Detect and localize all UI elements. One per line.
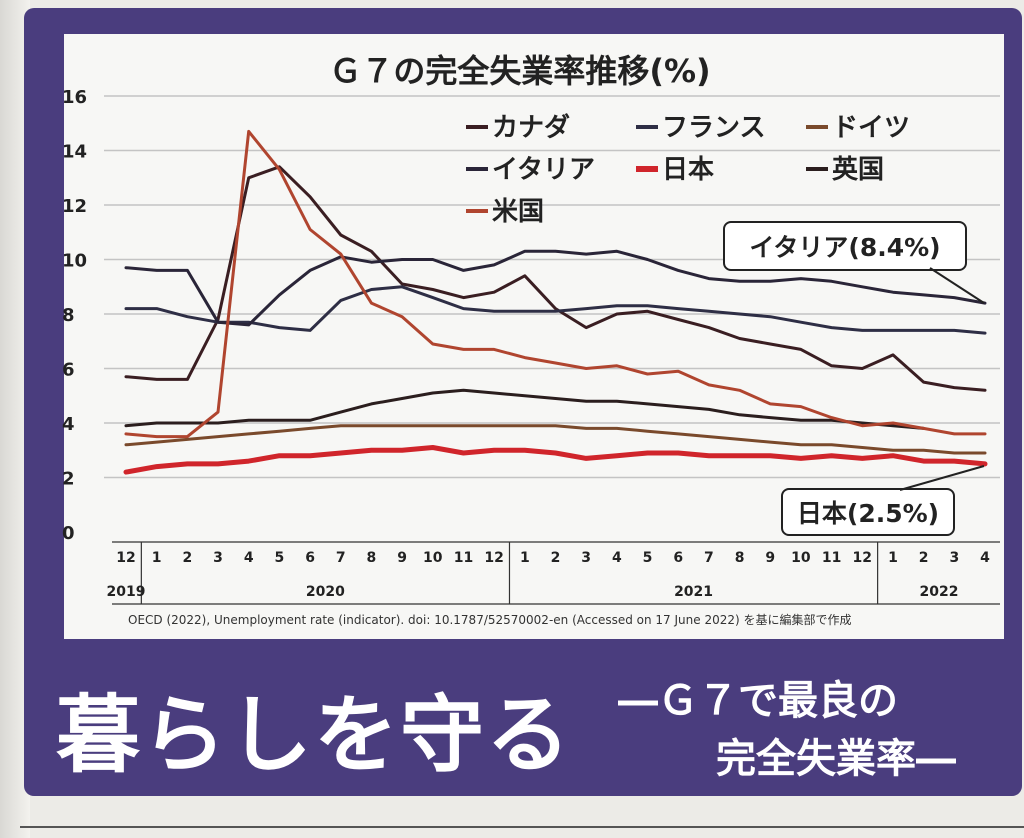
x-tick-label: 8 (735, 550, 745, 566)
headline: 暮らしを守る (56, 686, 573, 784)
x-tick-label: 12 (116, 550, 135, 566)
year-label: 2022 (919, 584, 958, 600)
legend-label: フランス (662, 113, 765, 143)
x-tick-label: 2 (919, 550, 929, 566)
annotation-japan-label: 日本(2.5%) (797, 499, 939, 528)
legend-label: 英国 (832, 155, 884, 185)
y-tick-label: 10 (62, 251, 87, 272)
chart-title: Ｇ７の完全失業率推移(%) (329, 52, 710, 90)
x-tick-label: 2 (182, 550, 192, 566)
annotation-italy: イタリア(8.4%) (723, 221, 985, 304)
grid-lines (104, 95, 1000, 479)
y-tick-label: 2 (62, 469, 75, 490)
series-line-6 (124, 129, 987, 439)
bottom-rule (20, 826, 1024, 828)
x-tick-label: 3 (581, 550, 591, 566)
x-tick-label: 5 (643, 550, 653, 566)
chart-card (64, 34, 1004, 639)
y-tick-label: 6 (62, 360, 75, 381)
x-tick-label: 12 (484, 550, 503, 566)
subheadline-line1: ―Ｇ７で最良の (618, 678, 898, 724)
series-line-1 (124, 285, 987, 335)
year-label: 2019 (107, 584, 146, 600)
legend-label: イタリア (492, 155, 595, 185)
year-label: 2020 (306, 584, 345, 600)
x-tick-label: 11 (454, 550, 473, 566)
x-tick-label: 7 (336, 550, 346, 566)
x-tick-label: 1 (520, 550, 530, 566)
legend-label: 日本 (662, 155, 714, 185)
series-line-5 (124, 388, 926, 430)
x-tick-label: 1 (888, 550, 898, 566)
y-tick-label: 14 (62, 142, 87, 163)
series-lines (123, 129, 988, 475)
annotation-japan-pointer (899, 465, 985, 491)
annotation-italy-label: イタリア(8.4%) (749, 233, 940, 262)
annotation-japan-box (781, 488, 955, 536)
x-tick-label: 6 (305, 550, 315, 566)
x-tick-label: 4 (244, 550, 254, 566)
annotation-italy-box (723, 221, 967, 271)
x-axis: 12 1 2 3 4 5 6 7 8 9 10 11 12 1 2 3 4 5 6 7 8 9 10 11 12 1 2 3 42019… (107, 541, 1000, 605)
legend-label: ドイツ (832, 113, 910, 143)
x-tick-label: 3 (949, 550, 959, 566)
x-tick-label: 3 (213, 550, 223, 566)
source-note: OECD (2022), Unemployment rate (indicato… (128, 612, 851, 627)
x-tick-label: 10 (423, 550, 443, 566)
y-axis-ticks: 16 14 12 10 8 6 4 2 0 (62, 87, 87, 544)
x-tick-label: 1 (152, 550, 162, 566)
series-line-3 (124, 249, 987, 327)
x-tick-label: 9 (397, 550, 407, 566)
y-tick-label: 8 (62, 305, 75, 326)
series-line-4 (123, 445, 988, 475)
x-tick-label: 8 (367, 550, 377, 566)
y-tick-label: 16 (62, 87, 87, 108)
subheadline-line2: 完全失業率― (716, 736, 956, 782)
legend-label: 米国 (492, 197, 544, 227)
x-tick-label: 6 (673, 550, 683, 566)
x-tick-label: 4 (612, 550, 622, 566)
x-tick-label: 2 (551, 550, 561, 566)
annotation-japan: 日本(2.5%) (781, 465, 985, 536)
y-tick-label: 0 (62, 523, 75, 544)
annotation-italy-pointer (929, 267, 985, 304)
series-line-2 (124, 424, 987, 455)
x-tick-label: 10 (791, 550, 811, 566)
x-tick-label: 11 (822, 550, 841, 566)
y-tick-label: 4 (62, 414, 75, 435)
legend-label: カナダ (492, 112, 570, 143)
x-tick-label: 4 (980, 550, 990, 566)
year-label: 2021 (674, 584, 713, 600)
x-tick-label: 12 (853, 550, 872, 566)
x-tick-label: 5 (275, 550, 285, 566)
x-tick-label: 9 (765, 550, 775, 566)
x-tick-label: 7 (704, 550, 714, 566)
series-line-0 (124, 165, 987, 392)
y-tick-label: 12 (62, 196, 87, 217)
